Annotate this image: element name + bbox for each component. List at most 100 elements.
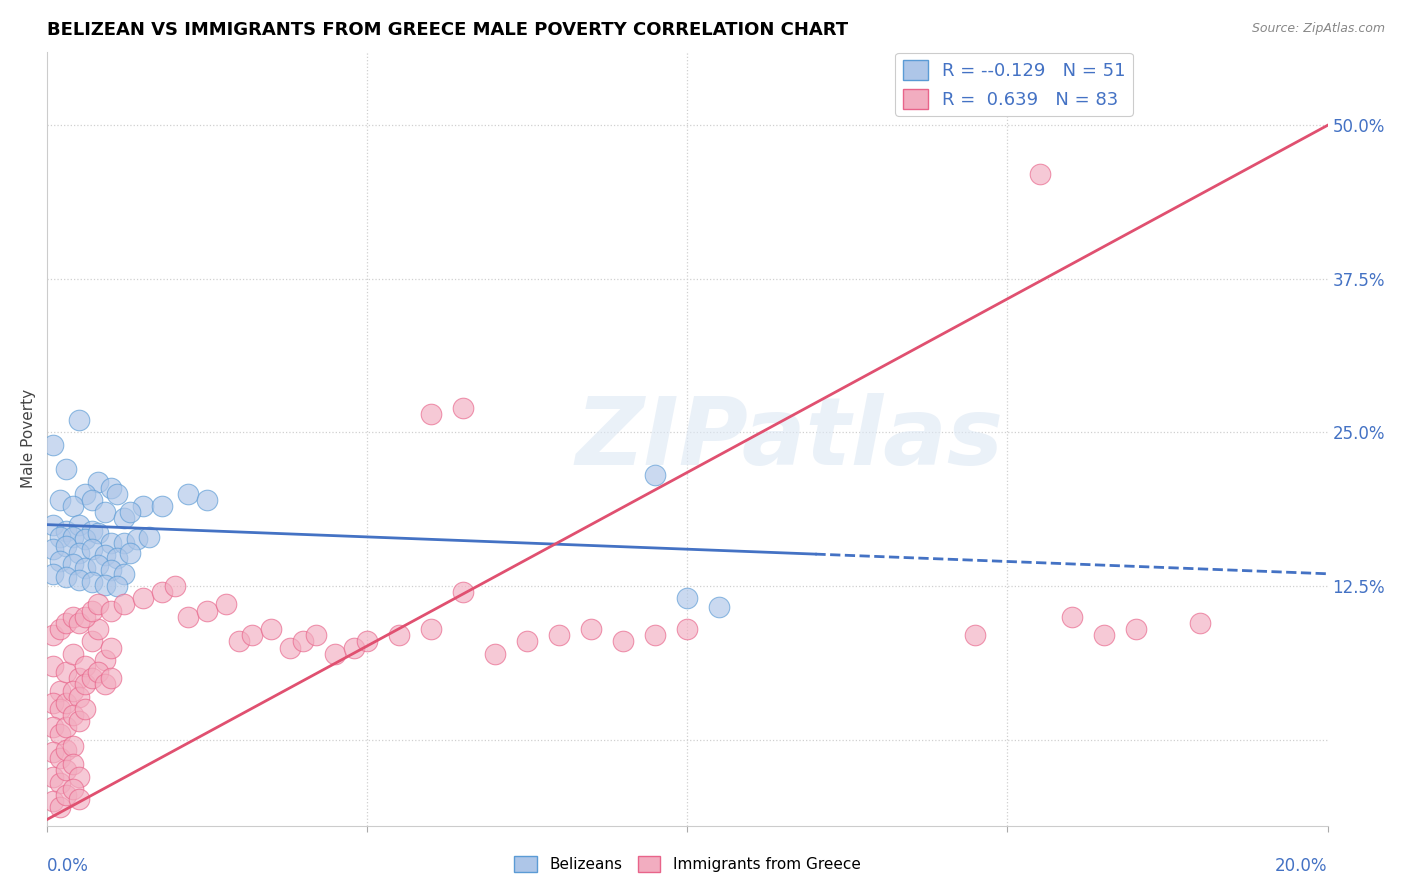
Point — [105, 487, 128, 501]
Point — [67, 791, 90, 805]
Point — [48, 554, 70, 568]
Point — [55, 665, 77, 679]
Point — [48, 622, 70, 636]
Point — [516, 634, 538, 648]
Point — [120, 505, 142, 519]
Point — [62, 757, 84, 772]
Point — [55, 462, 77, 476]
Point — [75, 677, 97, 691]
Point — [75, 533, 97, 547]
Point — [62, 708, 84, 723]
Point — [260, 622, 283, 636]
Point — [1125, 622, 1147, 636]
Point — [100, 671, 122, 685]
Point — [112, 598, 135, 612]
Point — [67, 615, 90, 630]
Y-axis label: Male Poverty: Male Poverty — [21, 389, 35, 488]
Point — [105, 550, 128, 565]
Point — [80, 634, 103, 648]
Point — [451, 401, 474, 415]
Text: ZIPatlas: ZIPatlas — [575, 392, 1004, 484]
Point — [67, 671, 90, 685]
Point — [42, 770, 65, 784]
Point — [80, 493, 103, 508]
Point — [132, 591, 155, 606]
Point — [676, 591, 699, 606]
Point — [75, 560, 97, 574]
Point — [87, 475, 110, 489]
Point — [100, 604, 122, 618]
Point — [644, 468, 666, 483]
Point — [62, 647, 84, 661]
Point — [62, 557, 84, 571]
Point — [48, 726, 70, 740]
Point — [305, 628, 328, 642]
Point — [67, 573, 90, 587]
Text: 0.0%: 0.0% — [46, 856, 89, 875]
Point — [42, 794, 65, 808]
Point — [42, 566, 65, 581]
Point — [1188, 615, 1211, 630]
Point — [451, 585, 474, 599]
Point — [132, 499, 155, 513]
Point — [138, 530, 160, 544]
Point — [195, 604, 218, 618]
Point — [48, 683, 70, 698]
Point — [177, 487, 200, 501]
Point — [1060, 609, 1083, 624]
Point — [62, 683, 84, 698]
Point — [195, 493, 218, 508]
Point — [48, 800, 70, 814]
Point — [55, 524, 77, 538]
Point — [228, 634, 250, 648]
Text: BELIZEAN VS IMMIGRANTS FROM GREECE MALE POVERTY CORRELATION CHART: BELIZEAN VS IMMIGRANTS FROM GREECE MALE … — [46, 21, 848, 39]
Point — [150, 499, 173, 513]
Point — [80, 671, 103, 685]
Point — [150, 585, 173, 599]
Point — [356, 634, 378, 648]
Point — [644, 628, 666, 642]
Point — [323, 647, 346, 661]
Point — [581, 622, 603, 636]
Point — [42, 696, 65, 710]
Point — [484, 647, 506, 661]
Point — [87, 598, 110, 612]
Point — [112, 511, 135, 525]
Point — [48, 493, 70, 508]
Point — [420, 407, 443, 421]
Point — [100, 536, 122, 550]
Point — [55, 696, 77, 710]
Point — [75, 702, 97, 716]
Point — [62, 499, 84, 513]
Point — [1028, 168, 1050, 182]
Point — [42, 659, 65, 673]
Point — [62, 781, 84, 796]
Point — [420, 622, 443, 636]
Point — [87, 665, 110, 679]
Point — [343, 640, 366, 655]
Point — [55, 788, 77, 802]
Point — [548, 628, 571, 642]
Point — [67, 546, 90, 560]
Point — [612, 634, 634, 648]
Point — [42, 745, 65, 759]
Point — [87, 622, 110, 636]
Point — [112, 566, 135, 581]
Point — [62, 530, 84, 544]
Point — [93, 505, 115, 519]
Point — [62, 739, 84, 753]
Point — [75, 609, 97, 624]
Legend: R = --0.129   N = 51, R =  0.639   N = 83: R = --0.129 N = 51, R = 0.639 N = 83 — [896, 53, 1133, 116]
Point — [55, 742, 77, 756]
Point — [125, 533, 148, 547]
Point — [48, 775, 70, 789]
Point — [67, 517, 90, 532]
Point — [80, 524, 103, 538]
Point — [48, 702, 70, 716]
Point — [67, 770, 90, 784]
Point — [965, 628, 987, 642]
Point — [177, 609, 200, 624]
Point — [292, 634, 315, 648]
Point — [100, 640, 122, 655]
Point — [75, 659, 97, 673]
